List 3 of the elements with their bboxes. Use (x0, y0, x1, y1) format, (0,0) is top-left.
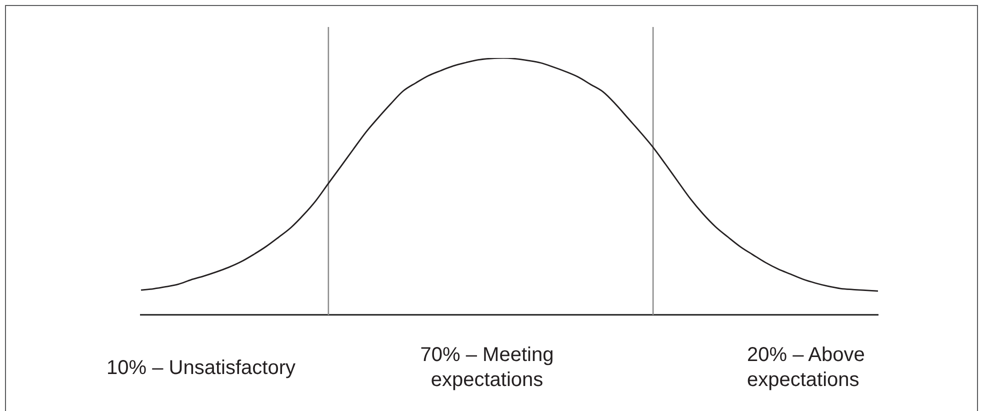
text: 70% – Meeting expectations (419, 343, 555, 393)
text: 10% – Unsatisfactory (106, 356, 296, 380)
text: 20% – Above expectations (747, 343, 866, 393)
